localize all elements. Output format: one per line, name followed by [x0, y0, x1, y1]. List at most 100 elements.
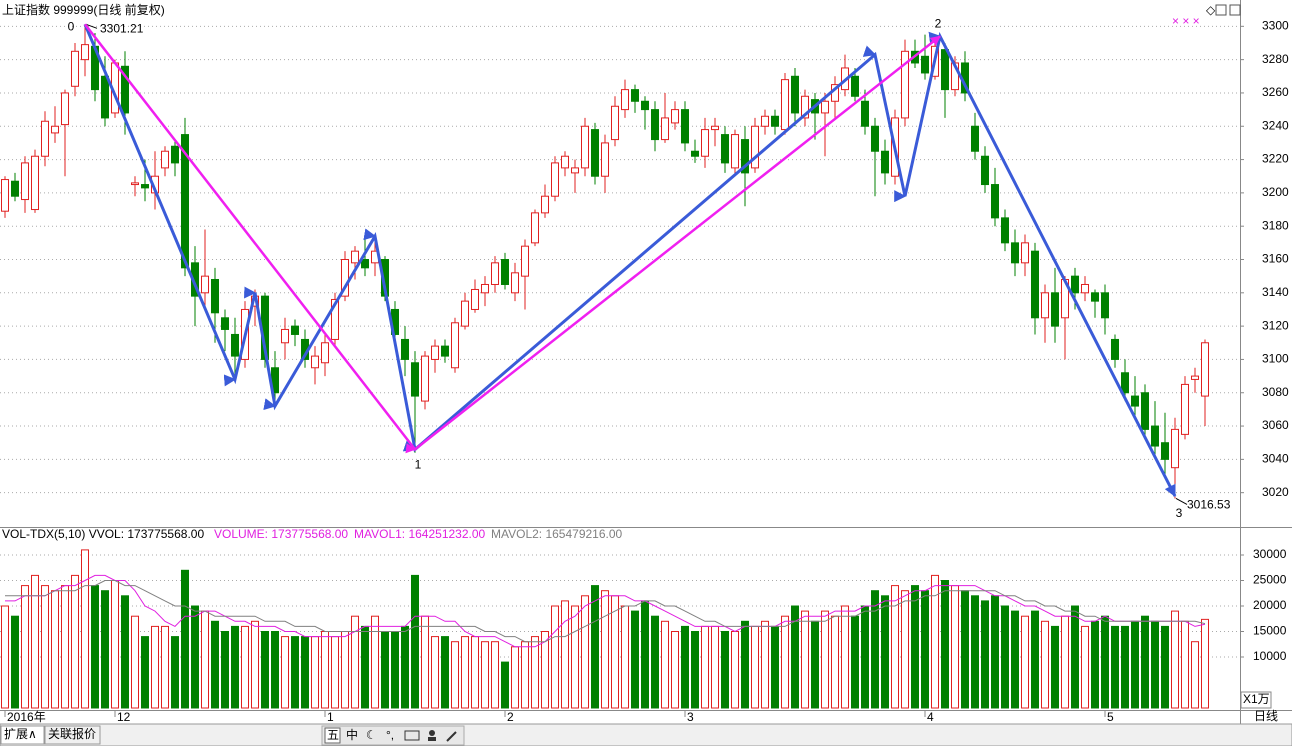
volume-bar — [201, 610, 209, 709]
tab-label[interactable]: 扩展∧ — [4, 727, 37, 741]
volume-bar — [1021, 615, 1029, 709]
volume-label: VOL-TDX(5,10) VVOL: 173775568.00 — [2, 527, 204, 541]
toolbar-icon[interactable] — [404, 730, 420, 741]
volume-bar — [151, 625, 159, 709]
volume-bar — [301, 636, 309, 709]
volume-bar — [61, 585, 69, 709]
candle-body — [461, 300, 469, 327]
volume-bar — [871, 590, 879, 709]
volume-bar — [1051, 625, 1059, 709]
candle-body — [761, 115, 769, 127]
volume-bar — [531, 636, 539, 709]
window-icon[interactable] — [1215, 4, 1227, 16]
volume-bar — [711, 625, 719, 709]
volume-bar — [571, 605, 579, 709]
y-tick-label: 3160 — [1262, 252, 1289, 266]
volume-bar — [881, 595, 889, 709]
candle-body — [31, 155, 39, 211]
toolbar-icon[interactable]: ☾ — [366, 728, 377, 742]
volume-bar — [911, 585, 919, 709]
volume-bar — [1141, 615, 1149, 709]
candle-body — [281, 328, 289, 344]
volume-bar — [341, 631, 349, 709]
window-icon[interactable]: ◇ — [1206, 3, 1216, 17]
wave-label: 1 — [415, 458, 422, 472]
toolbar-icon[interactable] — [429, 730, 435, 736]
y2-tick-label: 15000 — [1253, 624, 1287, 638]
volume-bar — [501, 661, 509, 709]
candle-body — [1091, 292, 1099, 302]
candle-body — [871, 125, 879, 152]
y2-tick-label: 10000 — [1253, 649, 1287, 663]
x-tick-label: 2 — [507, 710, 514, 724]
volume-header: VOL-TDX(5,10) VVOL: 173775568.00 VOLUME:… — [2, 527, 623, 541]
window-icon[interactable] — [1229, 4, 1241, 16]
status-bar — [0, 723, 1292, 746]
volume-bar — [1071, 605, 1079, 709]
candle-body — [451, 322, 459, 369]
toolbar-label[interactable]: 中 — [346, 727, 358, 742]
candle-body — [881, 150, 889, 174]
volume-bar — [581, 595, 589, 709]
wave-label: 0 — [68, 19, 75, 33]
tab[interactable] — [0, 725, 45, 745]
volume-bar — [171, 636, 179, 709]
candle-body — [1111, 338, 1119, 360]
candle-body — [1, 179, 9, 212]
volume-bar — [831, 615, 839, 709]
volume-bar — [281, 636, 289, 709]
volume-bar — [631, 610, 639, 709]
volume-bar — [761, 620, 769, 709]
low-pointer — [1175, 498, 1188, 505]
toolbar-icon[interactable] — [446, 731, 457, 742]
candle-body — [141, 184, 149, 189]
volume-bar — [891, 585, 899, 709]
y2-tick-label: 20000 — [1253, 598, 1287, 612]
volume-bar — [251, 620, 259, 709]
x-tick-label: 5 — [1107, 710, 1114, 724]
candle-body — [1171, 428, 1179, 469]
volume-bar — [191, 605, 199, 709]
wave-label: 2 — [935, 16, 942, 30]
toolbar-label[interactable]: 五 — [327, 728, 339, 742]
toolbar-icon[interactable] — [428, 737, 436, 741]
volume-bar — [241, 625, 249, 709]
volume-bar — [771, 625, 779, 709]
candle-body — [41, 120, 49, 157]
candle-body — [231, 333, 239, 357]
candle-body — [781, 79, 789, 131]
volume-bar — [1191, 641, 1199, 709]
candle-body — [1201, 342, 1209, 397]
candle-body — [431, 345, 439, 360]
volume-bar — [421, 615, 429, 709]
tab-label[interactable]: 关联报价 — [48, 726, 96, 741]
volume-bar — [821, 610, 829, 709]
candle-body — [181, 134, 189, 269]
candle-body — [821, 100, 829, 114]
volume-bar — [331, 636, 339, 709]
candle-body — [411, 362, 419, 397]
y-tick-label: 3220 — [1262, 152, 1289, 166]
tab[interactable] — [44, 725, 101, 745]
volume-bar — [321, 631, 329, 709]
y2-tick-label: 30000 — [1253, 547, 1287, 561]
wave-label: 3 — [1176, 506, 1183, 520]
mavol1-label: MAVOL1: 164251232.00 — [354, 527, 486, 541]
candle-body — [1161, 442, 1169, 460]
volume-bar — [81, 549, 89, 709]
candle-body — [131, 182, 139, 186]
volume-bar — [1011, 610, 1019, 709]
candle-body — [61, 92, 69, 126]
candle-body — [661, 117, 669, 141]
marker-icons: × × × — [1172, 14, 1200, 28]
toolbar-button[interactable] — [324, 727, 341, 744]
volume-bar — [121, 595, 129, 709]
toolbar-icon[interactable]: °, — [386, 728, 394, 742]
volume-bar — [511, 646, 519, 709]
volume-bar — [1181, 620, 1189, 709]
y-tick-label: 3100 — [1262, 352, 1289, 366]
volume-bar — [721, 631, 729, 709]
candle-body — [81, 44, 89, 61]
volume-bar — [51, 590, 59, 709]
